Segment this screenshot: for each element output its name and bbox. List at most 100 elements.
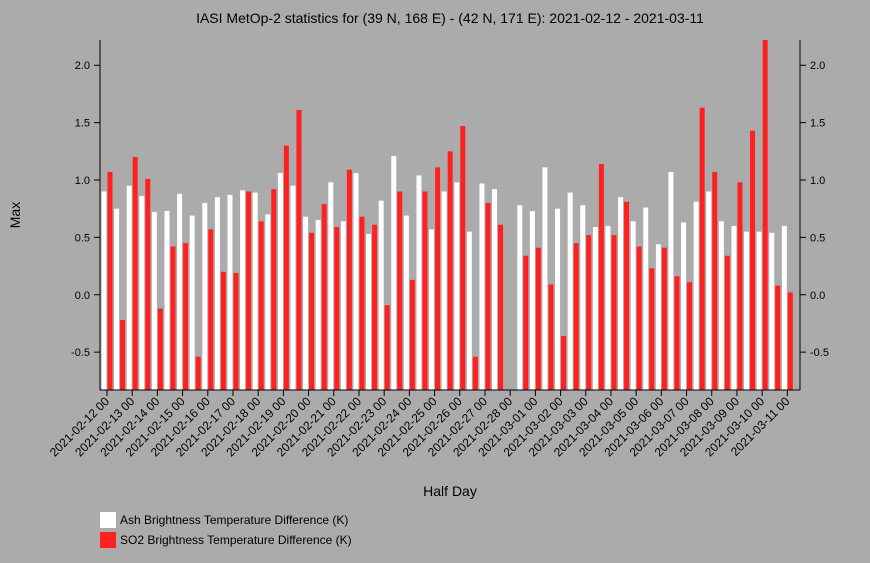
bar — [756, 231, 762, 390]
bar — [775, 285, 781, 390]
bar — [441, 191, 447, 390]
bar — [724, 255, 730, 390]
bar — [157, 308, 163, 390]
bar — [681, 222, 687, 390]
bar — [409, 279, 415, 390]
bar — [252, 192, 258, 390]
legend-label: SO2 Brightness Temperature Difference (K… — [120, 533, 352, 547]
bar — [561, 336, 567, 390]
bar — [151, 212, 157, 390]
bar — [195, 356, 201, 390]
x-axis-label: Half Day — [423, 483, 477, 499]
bar — [359, 216, 365, 390]
bar — [485, 202, 491, 390]
bar — [177, 193, 183, 390]
legend-label: Ash Brightness Temperature Difference (K… — [120, 513, 348, 527]
bar — [447, 151, 453, 390]
bar — [687, 282, 693, 390]
bar — [737, 182, 743, 390]
bar — [573, 243, 579, 390]
bar — [787, 292, 793, 390]
bar — [586, 235, 592, 390]
bar — [183, 243, 189, 390]
bar — [460, 126, 466, 390]
bar — [479, 183, 485, 390]
bar — [762, 40, 768, 390]
legend-swatch — [100, 532, 116, 548]
bar — [246, 191, 252, 390]
bar — [346, 169, 352, 390]
bar — [693, 201, 699, 390]
bar — [139, 196, 145, 390]
bar — [290, 185, 296, 390]
bar — [611, 235, 617, 390]
bar — [107, 171, 113, 390]
bar — [517, 205, 523, 390]
bar — [769, 232, 775, 390]
bar — [145, 178, 151, 390]
bar — [674, 276, 680, 390]
bar — [189, 215, 195, 390]
bar — [258, 221, 264, 390]
bar — [303, 216, 309, 390]
bar — [391, 155, 397, 390]
bar — [283, 145, 289, 390]
bar — [668, 171, 674, 390]
y-tick-label: 1.0 — [75, 175, 90, 187]
y-tick-label: 1.5 — [75, 118, 90, 130]
plot-area — [101, 40, 793, 390]
bar — [227, 194, 233, 390]
y-axis-label: Max — [7, 202, 23, 228]
bar — [220, 271, 226, 390]
bar — [132, 157, 138, 390]
bar — [706, 191, 712, 390]
bar — [649, 268, 655, 390]
bar — [233, 272, 239, 390]
bar — [498, 224, 504, 390]
bar — [334, 227, 340, 390]
bar — [592, 227, 598, 390]
y-tick-label: 2.0 — [75, 60, 90, 72]
bar — [429, 229, 435, 390]
bar — [781, 225, 787, 390]
bar — [164, 210, 170, 390]
bar — [718, 221, 724, 390]
y-tick-label: 0.0 — [75, 290, 90, 302]
bar — [170, 246, 176, 390]
bar — [340, 221, 346, 390]
bar — [403, 215, 409, 390]
bar — [378, 200, 384, 390]
bar — [466, 231, 472, 390]
bar — [202, 202, 208, 390]
bar — [598, 163, 604, 390]
bar — [580, 205, 586, 390]
bar — [366, 233, 372, 390]
bar — [101, 191, 107, 390]
bar — [240, 190, 246, 390]
bar — [492, 189, 498, 390]
y2-tick-label: 2.0 — [810, 60, 825, 72]
bar — [523, 255, 529, 390]
y-tick-label: -0.5 — [71, 347, 90, 359]
bar — [265, 214, 271, 390]
bar — [435, 167, 441, 390]
y2-tick-label: -0.5 — [810, 347, 829, 359]
bar — [744, 231, 750, 390]
bar — [422, 191, 428, 390]
bar — [315, 220, 321, 390]
bar — [605, 225, 611, 390]
bar — [126, 185, 132, 390]
bar — [397, 191, 403, 390]
bar — [271, 189, 277, 390]
bar — [542, 167, 548, 390]
bar — [643, 207, 649, 390]
y2-tick-label: 0.0 — [810, 290, 825, 302]
bar — [454, 182, 460, 390]
bar — [296, 110, 302, 390]
bar — [214, 197, 220, 390]
bar — [624, 201, 630, 390]
bar — [699, 107, 705, 390]
bar — [618, 197, 624, 390]
bar — [548, 284, 554, 390]
bar — [731, 225, 737, 390]
